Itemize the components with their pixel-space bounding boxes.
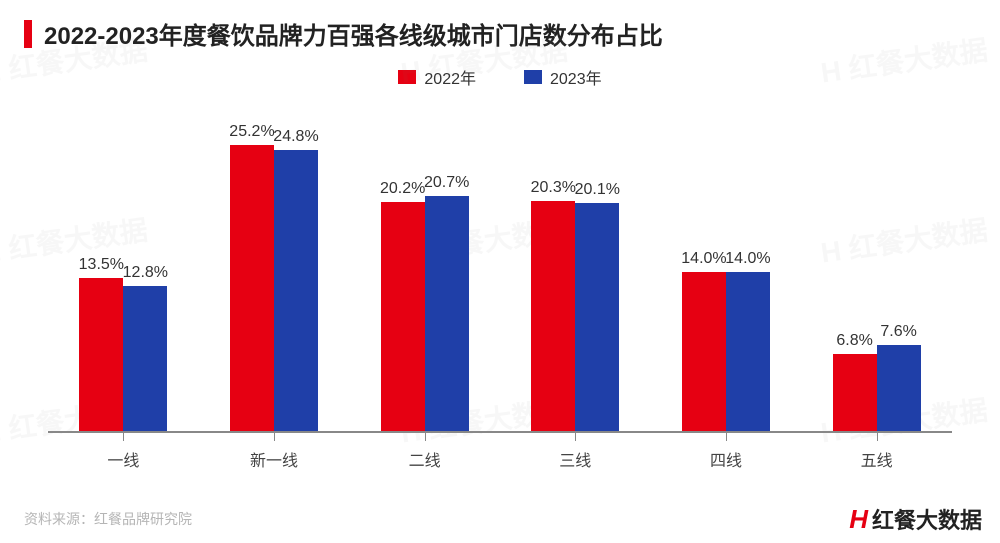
bar-2022: 20.3%	[531, 201, 575, 431]
bar-2023: 24.8%	[274, 150, 318, 431]
brand-icon: H	[849, 504, 866, 535]
x-axis-ticks: 一线 新一线 二线 三线 四线 五线	[48, 433, 952, 473]
bar-2023: 12.8%	[123, 286, 167, 431]
x-tick: 一线	[53, 433, 193, 473]
bar-label: 12.8%	[123, 264, 168, 282]
x-tick: 新一线	[204, 433, 344, 473]
bar-label: 14.0%	[725, 250, 770, 268]
legend-item-2022: 2022年	[398, 65, 476, 89]
bar-label: 14.0%	[681, 250, 726, 268]
source-label: 资料来源：红餐品牌研究院	[24, 509, 192, 529]
bar-group: 25.2% 24.8%	[204, 93, 344, 431]
chart-title: 2022-2023年度餐饮品牌力百强各线级城市门店数分布占比	[44, 16, 663, 51]
chart-area: 13.5% 12.8% 25.2% 24.8% 20.2%	[28, 93, 972, 473]
plot: 13.5% 12.8% 25.2% 24.8% 20.2%	[48, 93, 952, 433]
bar-label: 24.8%	[273, 128, 318, 146]
bar-2023: 20.1%	[575, 203, 619, 431]
legend-swatch-2022	[398, 70, 416, 84]
brand-text: 红餐大数据	[872, 503, 982, 535]
bar-2023: 20.7%	[425, 196, 469, 431]
bar-2023: 7.6%	[877, 345, 921, 431]
bar-label: 13.5%	[79, 256, 124, 274]
legend-label-2023: 2023年	[550, 65, 602, 89]
bar-2022: 25.2%	[230, 145, 274, 431]
bar-label: 6.8%	[836, 332, 872, 350]
bar-2022: 20.2%	[381, 202, 425, 431]
title-accent-bar	[24, 20, 32, 48]
bar-groups: 13.5% 12.8% 25.2% 24.8% 20.2%	[48, 93, 952, 431]
bar-label: 20.3%	[531, 179, 576, 197]
bar-label: 20.2%	[380, 180, 425, 198]
bar-label: 20.7%	[424, 174, 469, 192]
bar-group: 14.0% 14.0%	[656, 93, 796, 431]
bar-group: 20.3% 20.1%	[505, 93, 645, 431]
x-tick: 五线	[807, 433, 947, 473]
bar-label: 25.2%	[229, 123, 274, 141]
bar-label: 20.1%	[575, 181, 620, 199]
bar-group: 20.2% 20.7%	[355, 93, 495, 431]
header: 2022-2023年度餐饮品牌力百强各线级城市门店数分布占比	[0, 0, 1000, 59]
bar-2022: 13.5%	[79, 278, 123, 431]
x-tick: 二线	[355, 433, 495, 473]
bar-group: 13.5% 12.8%	[53, 93, 193, 431]
bar-group: 6.8% 7.6%	[807, 93, 947, 431]
brand-logo: H 红餐大数据	[849, 503, 982, 535]
bar-2022: 14.0%	[682, 272, 726, 431]
legend-label-2022: 2022年	[424, 65, 476, 89]
x-tick: 三线	[505, 433, 645, 473]
legend-swatch-2023	[524, 70, 542, 84]
bar-2023: 14.0%	[726, 272, 770, 431]
legend-item-2023: 2023年	[524, 65, 602, 89]
bar-label: 7.6%	[880, 323, 916, 341]
legend: 2022年 2023年	[0, 59, 1000, 93]
x-tick: 四线	[656, 433, 796, 473]
bar-2022: 6.8%	[833, 354, 877, 431]
